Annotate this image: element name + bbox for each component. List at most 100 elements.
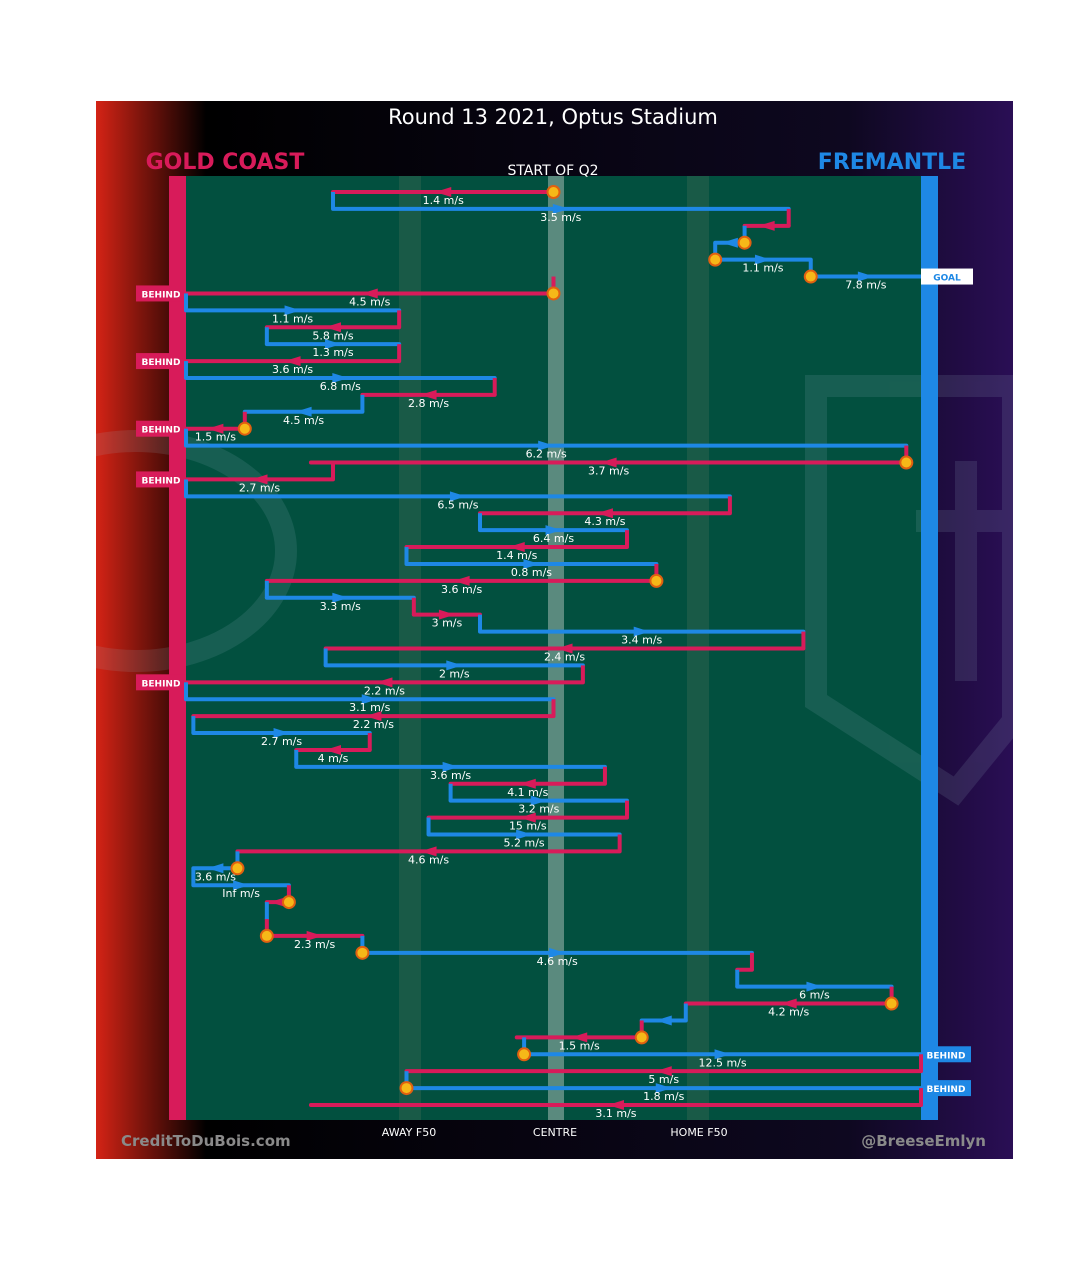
chain-arrow: [552, 203, 569, 214]
chain-speed-label: 1.8 m/s: [643, 1090, 684, 1103]
credit-right: @BreeseEmlyn: [861, 1132, 986, 1150]
chain-arrow: [446, 660, 463, 671]
chain-speed-label: 4.2 m/s: [768, 1006, 809, 1019]
chain-arrow: [545, 525, 562, 536]
chain-speed-label: 2 m/s: [439, 667, 470, 680]
result-badge-label: BEHIND: [142, 426, 181, 436]
chain-speed-label: 4.5 m/s: [283, 414, 324, 427]
result-badge: [921, 1046, 971, 1063]
chain-speed-label: 5.2 m/s: [504, 836, 545, 849]
x-tick-home-f50: HOME F50: [670, 1126, 727, 1139]
chain-speed-label: 2.8 m/s: [408, 397, 449, 410]
chain-arrow: [519, 812, 536, 823]
chain-arrow: [233, 880, 250, 891]
chain-speed-label: 3.6 m/s: [430, 769, 471, 782]
chain-speed-label: 3.7 m/s: [588, 465, 629, 478]
result-badge-label: BEHIND: [142, 679, 181, 689]
chain-speed-label: 4.6 m/s: [537, 955, 578, 968]
chain-speed-label: 3.6 m/s: [272, 363, 313, 376]
result-badge: [136, 353, 186, 370]
chain-speed-label: 4.5 m/s: [349, 295, 390, 308]
stoppage-marker: [634, 1030, 649, 1045]
stoppage-marker: [237, 421, 252, 436]
chain-arrow: [519, 778, 536, 789]
chart-svg: Round 13 2021, Optus Stadium GOLD COAST …: [0, 101, 1024, 1159]
chain-arrow: [655, 1083, 672, 1094]
result-badge-label: BEHIND: [142, 358, 181, 368]
chain-speed-label: 1.1 m/s: [742, 262, 783, 275]
chart-frame: Round 13 2021, Optus Stadium GOLD COAST …: [0, 101, 1024, 1159]
chain-arrow: [295, 406, 312, 417]
watermark-logos: [0, 375, 1024, 806]
chain-arrow: [361, 694, 378, 705]
chain-arrow: [523, 558, 540, 569]
chain-speed-label: 2.7 m/s: [261, 735, 302, 748]
chain-speed-label: 7.8 m/s: [845, 279, 886, 292]
chain-arrow: [365, 711, 382, 722]
chain-arrow: [556, 643, 573, 654]
chain-speed-label: 3.1 m/s: [349, 701, 390, 714]
stoppage-marker: [649, 573, 664, 588]
chain-arrow: [449, 491, 466, 502]
chain-speed-label: 3.2 m/s: [518, 803, 559, 816]
chain-speed-label: 15 m/s: [509, 820, 547, 833]
chain-speed-label: 1.1 m/s: [272, 312, 313, 325]
chain-arrow: [549, 947, 566, 958]
result-badge: [136, 471, 186, 488]
chain-arrow: [453, 575, 470, 586]
stoppage-marker: [230, 861, 245, 876]
period-label: START OF Q2: [507, 163, 598, 179]
result-badge: [136, 285, 186, 302]
credit-left: CreditToDuBois.com: [121, 1132, 291, 1150]
chain-arrow: [607, 1100, 624, 1110]
chain-arrow: [596, 508, 613, 519]
chain-arrow: [325, 322, 341, 333]
stoppage-marker: [259, 928, 274, 943]
chain-arrow: [438, 609, 455, 620]
chain-arrow: [806, 981, 823, 992]
chain-arrow: [857, 271, 874, 282]
stoppage-marker: [708, 252, 723, 267]
chain-speed-label: Inf m/s: [222, 887, 260, 900]
result-badge-label: BEHIND: [142, 476, 181, 486]
chain-speed-label: 3.6 m/s: [441, 583, 482, 596]
chain-arrow: [273, 728, 290, 739]
chain-arrow: [420, 846, 437, 857]
chain-speed-label: 6.8 m/s: [320, 380, 361, 393]
gold-coast-goal-bar: [169, 176, 186, 1120]
chain-arrow: [325, 744, 341, 755]
chain-speed-label: 1.4 m/s: [496, 549, 537, 562]
chain-arrow: [754, 254, 771, 265]
result-badge-label: BEHIND: [927, 1085, 966, 1095]
chart-title: Round 13 2021, Optus Stadium: [388, 105, 718, 129]
result-badge: [921, 1080, 971, 1097]
chain-speed-label: 1.3 m/s: [312, 346, 353, 359]
chain-speed-label: 2.2 m/s: [353, 718, 394, 731]
chain-arrow: [780, 998, 797, 1009]
chain-arrow: [361, 288, 378, 299]
chain-arrow: [306, 930, 323, 941]
chain-speed-label: 1.4 m/s: [423, 194, 464, 207]
stoppage-marker: [517, 1047, 532, 1062]
chain-speed-label: 3.5 m/s: [540, 211, 581, 224]
result-badge-label: GOAL: [933, 274, 961, 284]
chain-speed-label: 2.2 m/s: [364, 684, 405, 697]
chain-arrow: [571, 1032, 588, 1043]
stoppage-marker: [803, 269, 818, 284]
chain-speed-label: 12.5 m/s: [698, 1056, 746, 1069]
chain-arrow: [633, 626, 650, 637]
chain-arrow: [284, 356, 301, 367]
stoppage-marker: [546, 185, 561, 199]
result-badge-label: BEHIND: [927, 1051, 966, 1061]
chain-arrow: [284, 305, 301, 316]
chain-arrow: [530, 795, 547, 806]
chain-speed-label: 3.3 m/s: [320, 600, 361, 613]
stoppage-marker: [546, 286, 561, 301]
chain-speed-label: 4.3 m/s: [584, 515, 625, 528]
chain-arrow: [332, 372, 349, 383]
chain-arrow: [251, 474, 268, 485]
chain-arrow: [508, 542, 525, 553]
stoppage-marker: [737, 235, 752, 250]
stoppage-marker: [399, 1081, 414, 1096]
chain-speed-label: 3.6 m/s: [195, 870, 236, 883]
